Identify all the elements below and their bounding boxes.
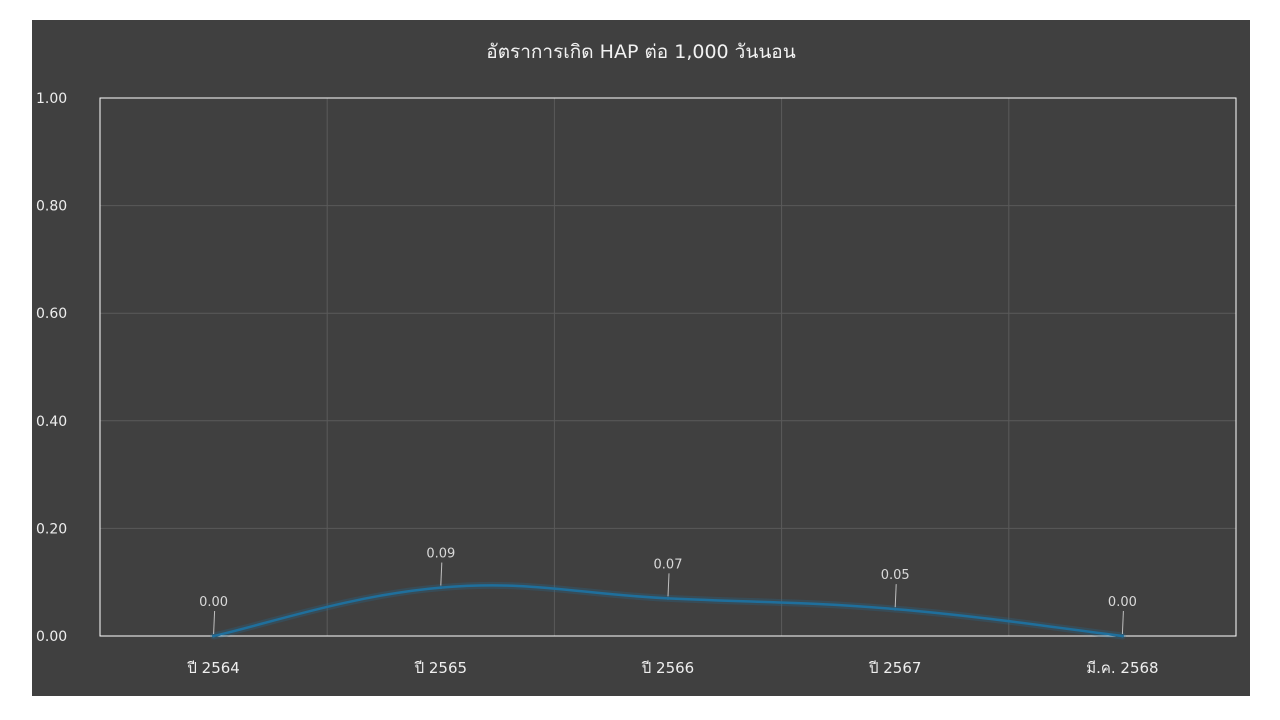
gridlines (100, 98, 1236, 636)
y-tick-label: 0.20 (36, 521, 67, 537)
series-layer (210, 581, 1126, 640)
data-label: 0.00 (1108, 595, 1137, 610)
x-tick-label: ปี 2564 (186, 659, 239, 677)
plot-area-border (99, 97, 1237, 637)
x-axis-ticks: ปี 2564 ปี 2565 ปี 2566 ปี 2567 มี.ค. 2568 (186, 659, 1158, 677)
x-tick-label: ปี 2565 (414, 659, 467, 677)
y-axis-ticks: 0.00 0.20 0.40 0.60 0.80 1.00 (36, 91, 67, 645)
data-label-leader (440, 562, 443, 586)
data-point (666, 596, 670, 600)
data-point (212, 634, 216, 638)
data-point (893, 607, 897, 611)
x-tick-label: ปี 2566 (641, 659, 694, 677)
chart-title: อัตราการเกิด HAP ต่อ 1,000 วันนอน (486, 41, 795, 63)
line-chart: อัตราการเกิด HAP ต่อ 1,000 วันนอน 0.000.… (36, 41, 1237, 677)
x-tick-label: ปี 2567 (868, 659, 921, 677)
y-tick-label: 0.80 (36, 199, 67, 215)
chart-panel: อัตราการเกิด HAP ต่อ 1,000 วันนอน 0.00 0.… (32, 20, 1250, 696)
data-point (439, 586, 443, 590)
data-label: 0.07 (654, 557, 683, 572)
data-label-leader (667, 573, 670, 597)
y-tick-label: 1.00 (36, 91, 67, 107)
y-tick-label: 0.60 (36, 306, 67, 322)
data-label-leader (213, 610, 216, 635)
y-tick-label: 0.40 (36, 414, 67, 430)
data-label: 0.05 (881, 568, 910, 583)
data-label-leader (1121, 610, 1124, 635)
data-label: 0.00 (199, 595, 228, 610)
x-tick-label: มี.ค. 2568 (1086, 659, 1158, 677)
data-label: 0.09 (426, 547, 455, 562)
data-label-leader (894, 584, 897, 608)
data-labels: 0.00 0.09 0.07 0.05 0.00 (199, 547, 1137, 635)
y-tick-label: 0.00 (36, 629, 67, 645)
data-point (1120, 634, 1124, 638)
